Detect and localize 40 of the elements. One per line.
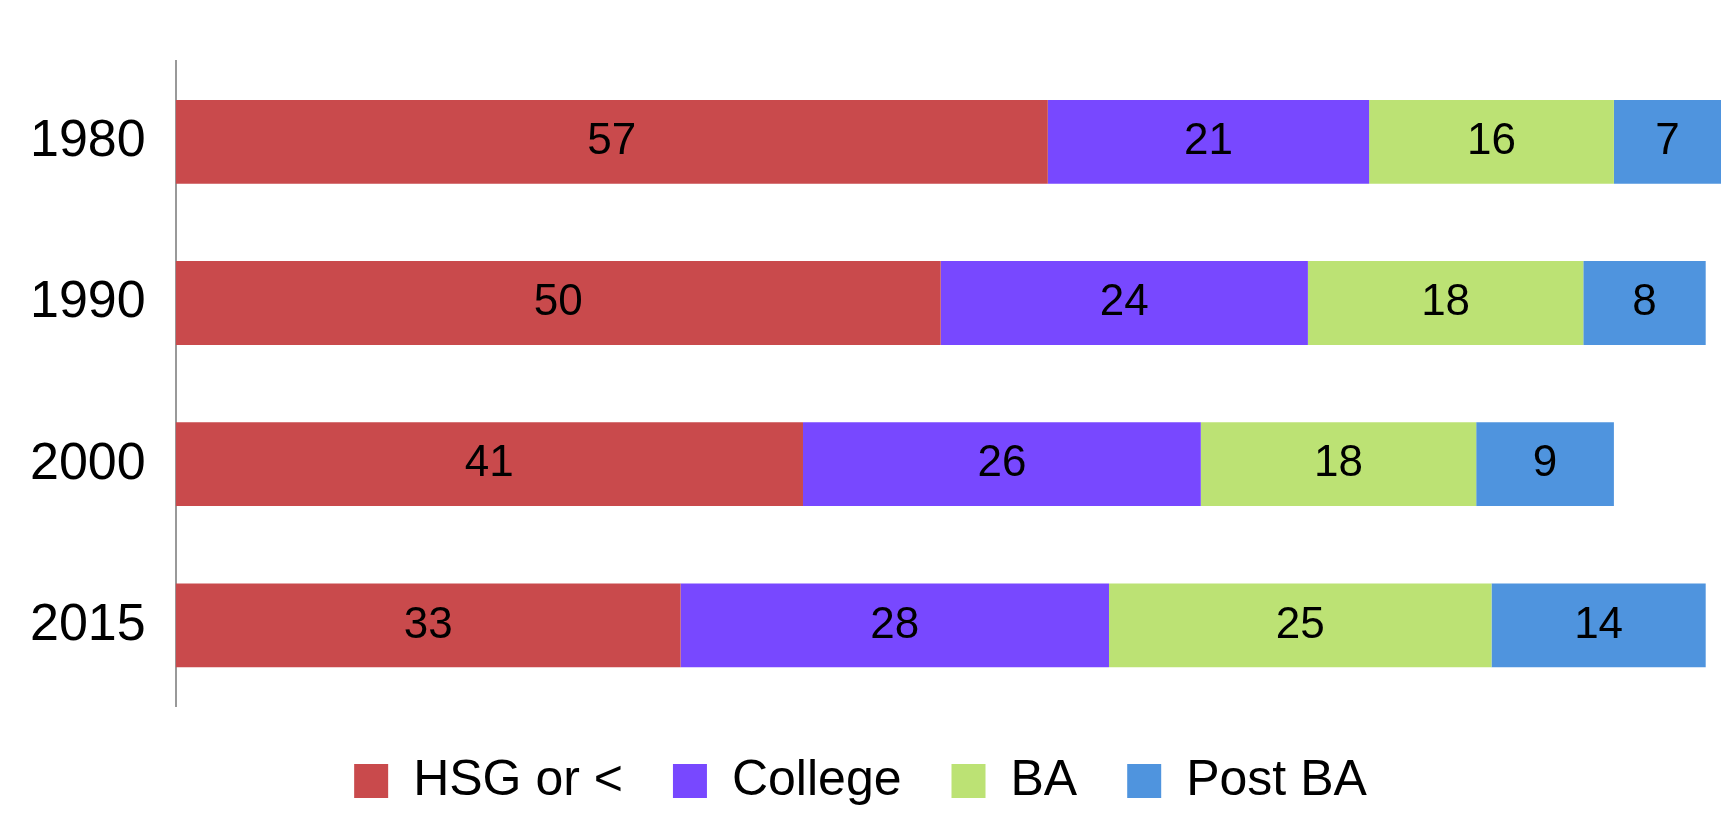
data-label: 8	[1632, 275, 1657, 325]
bar	[175, 422, 803, 507]
bar	[1369, 99, 1614, 184]
bar	[1047, 99, 1370, 184]
legend-label: Post BA	[1186, 749, 1368, 806]
data-label: 25	[1275, 597, 1325, 647]
data-label: 57	[587, 113, 637, 163]
bar	[1491, 583, 1706, 668]
data-label: 50	[533, 275, 583, 325]
data-label: 26	[977, 436, 1027, 486]
bar	[175, 583, 681, 668]
y-tick-label: 1980	[29, 109, 146, 168]
data-label: 21	[1183, 113, 1233, 163]
data-label: 9	[1532, 436, 1558, 486]
bar	[1476, 422, 1614, 507]
bar	[175, 99, 1048, 184]
bar	[1613, 99, 1721, 184]
data-label: 33	[403, 597, 453, 647]
y-tick-label: 1990	[29, 270, 146, 329]
data-label: 41	[464, 436, 514, 486]
bar	[1583, 261, 1706, 345]
y-tick-label: 2015	[29, 592, 146, 651]
bar	[802, 422, 1201, 507]
y-tick-label: 2000	[29, 431, 146, 490]
data-label: 28	[870, 597, 920, 647]
bar	[175, 261, 941, 345]
data-label: 24	[1099, 275, 1149, 325]
data-label: 7	[1655, 113, 1680, 163]
data-label: 14	[1574, 597, 1624, 647]
legend-label: HSG or <	[413, 749, 623, 806]
bar	[1307, 261, 1584, 345]
data-label: 18	[1421, 275, 1471, 325]
data-label: 18	[1314, 436, 1363, 486]
bar	[1200, 422, 1477, 507]
data-label: 16	[1467, 113, 1516, 163]
legend-label: BA	[1010, 749, 1078, 806]
bar	[940, 261, 1308, 345]
bar	[1108, 583, 1492, 668]
bar	[680, 583, 1109, 668]
legend-label: College	[731, 749, 902, 806]
